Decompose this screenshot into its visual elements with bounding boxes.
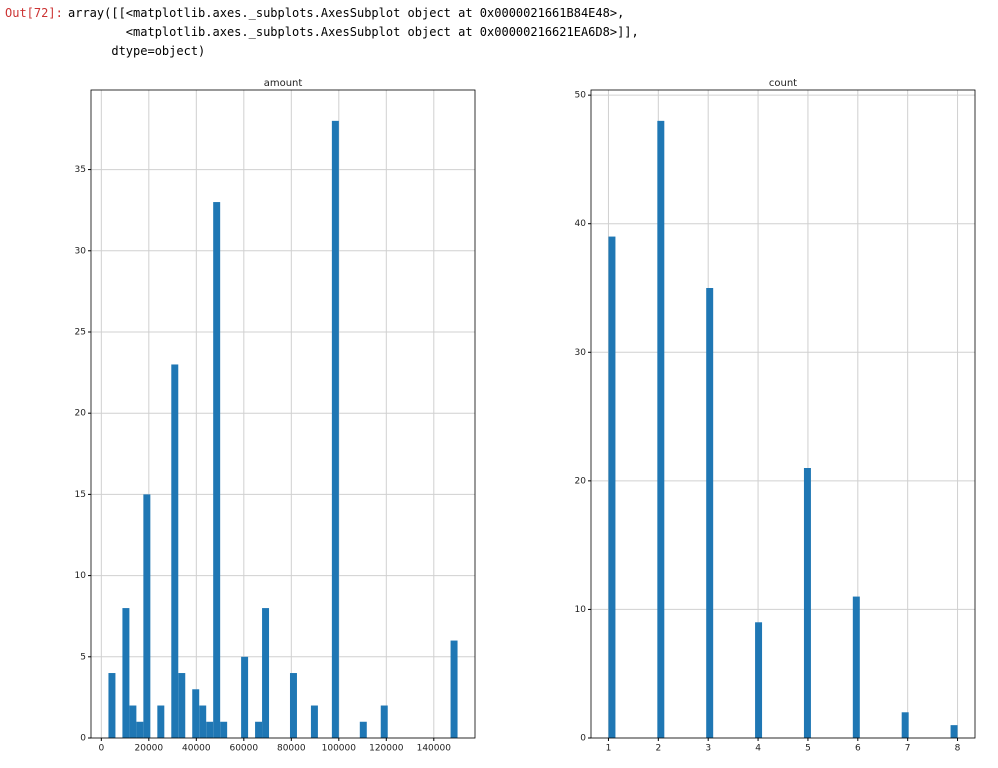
output-line: <matplotlib.axes._subplots.AxesSubplot o… [68, 25, 639, 39]
x-tick-label: 140000 [417, 744, 452, 754]
x-tick-label: 4 [755, 744, 761, 754]
y-tick-label: 50 [575, 91, 587, 101]
bar [206, 721, 214, 738]
bar [129, 705, 137, 738]
bar [450, 640, 458, 738]
y-tick-label: 40 [575, 219, 587, 229]
y-tick-label: 30 [575, 348, 587, 358]
y-tick-label: 10 [75, 571, 87, 581]
bar [192, 689, 200, 738]
bar [852, 596, 860, 738]
x-tick-label: 120000 [369, 744, 404, 754]
axes-frame [590, 89, 976, 739]
bar [380, 705, 388, 738]
y-tick-label: 0 [80, 734, 86, 744]
axes-frame [90, 89, 476, 739]
bar [310, 705, 318, 738]
bar [213, 202, 221, 738]
output-line: array([[<matplotlib.axes._subplots.AxesS… [68, 6, 625, 20]
bar [289, 673, 297, 738]
bar [241, 656, 249, 738]
y-tick-label: 15 [75, 490, 86, 500]
y-tick-label: 20 [575, 476, 587, 486]
bar [178, 673, 186, 738]
bar [331, 120, 339, 739]
x-tick-label: 100000 [322, 744, 357, 754]
bar [157, 705, 165, 738]
x-tick-label: 60000 [229, 744, 258, 754]
x-tick-label: 7 [905, 744, 911, 754]
bar [143, 494, 151, 738]
bar [262, 608, 270, 738]
y-tick-label: 0 [580, 734, 586, 744]
bar [608, 236, 616, 739]
bar [359, 721, 367, 738]
bar [122, 608, 130, 738]
bar [706, 288, 714, 738]
bar [803, 468, 811, 738]
x-tick-label: 40000 [182, 744, 211, 754]
x-tick-label: 6 [855, 744, 861, 754]
y-tick-label: 30 [75, 246, 87, 256]
x-tick-label: 3 [705, 744, 711, 754]
bar [255, 721, 263, 738]
bar [755, 622, 763, 738]
x-tick-label: 8 [955, 744, 961, 754]
bar [220, 721, 228, 738]
bar [108, 673, 116, 738]
output-line: dtype=object) [68, 44, 206, 58]
x-tick-label: 5 [805, 744, 811, 754]
bar [950, 725, 958, 738]
output-prompt: Out[72]: [5, 6, 63, 20]
y-tick-label: 35 [75, 165, 86, 175]
bar [136, 721, 144, 738]
chart-title: count [769, 78, 797, 89]
x-tick-label: 0 [98, 744, 104, 754]
y-tick-label: 10 [575, 605, 587, 615]
bar [199, 705, 207, 738]
y-tick-label: 5 [80, 652, 86, 662]
y-tick-label: 25 [75, 327, 86, 337]
x-tick-label: 1 [606, 744, 612, 754]
chart-title: amount [264, 78, 303, 89]
x-tick-label: 80000 [277, 744, 306, 754]
bar [901, 712, 909, 738]
bar [657, 120, 665, 739]
bar [171, 364, 179, 738]
x-tick-label: 20000 [135, 744, 164, 754]
y-tick-label: 20 [75, 409, 87, 419]
x-tick-label: 2 [655, 744, 661, 754]
